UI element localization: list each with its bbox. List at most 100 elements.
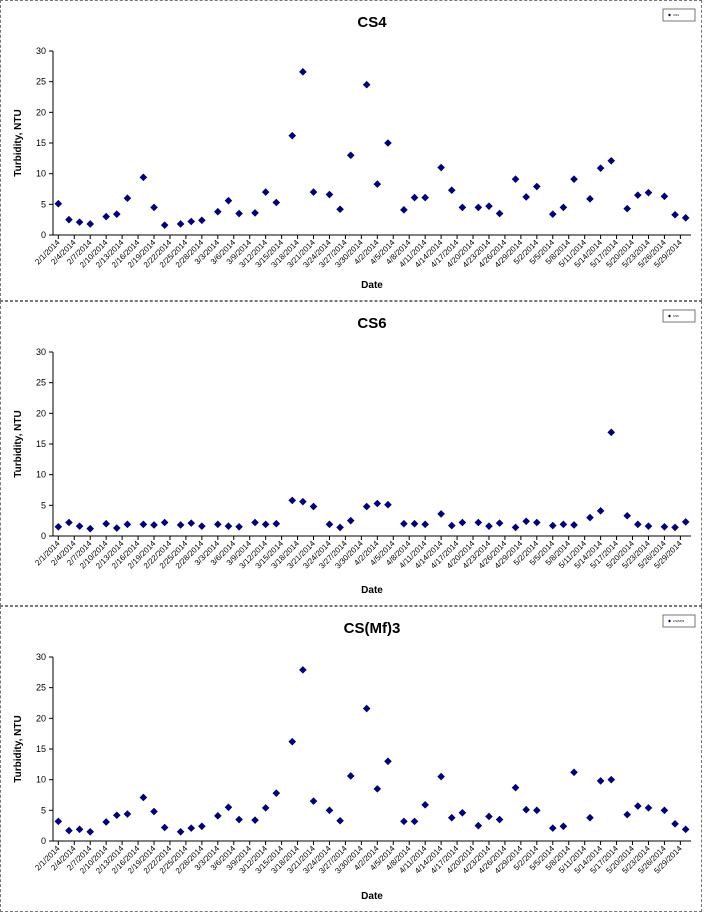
- data-point: [123, 810, 132, 818]
- data-point: [251, 518, 259, 527]
- data-point: [548, 824, 557, 832]
- y-tick-label: 30: [36, 46, 46, 56]
- data-point: [288, 737, 297, 746]
- data-point: [198, 522, 206, 530]
- data-point: [224, 803, 233, 812]
- data-point: [634, 191, 642, 199]
- data-point: [299, 666, 307, 674]
- x-axis-label: Date: [361, 280, 383, 291]
- legend: CS4: [662, 8, 696, 22]
- chart-csmf3: CS(Mf)3 CS(Mf)30510152025302/1/20142/4/20…: [13, 614, 696, 902]
- data-point: [86, 220, 95, 228]
- data-point: [261, 804, 270, 812]
- data-point: [309, 502, 318, 511]
- data-point: [596, 507, 605, 515]
- legend-box: [662, 8, 696, 22]
- legend-box: [662, 614, 696, 628]
- legend-marker: [668, 13, 671, 17]
- data-point: [671, 523, 679, 532]
- data-point: [522, 805, 530, 814]
- y-tick-label: 20: [36, 713, 46, 723]
- y-tick-label: 5: [41, 805, 46, 815]
- chart-title: CS4: [357, 14, 387, 31]
- data-point: [336, 523, 344, 532]
- data-point: [458, 518, 467, 527]
- data-point: [198, 822, 206, 831]
- y-tick-label: 0: [41, 230, 46, 240]
- data-point: [447, 813, 456, 822]
- data-point: [373, 499, 382, 508]
- data-point: [548, 521, 557, 530]
- data-point: [671, 820, 679, 828]
- data-point: [437, 772, 445, 781]
- y-tick-label: 0: [41, 531, 46, 541]
- data-point: [102, 519, 110, 528]
- data-point: [559, 822, 568, 831]
- data-point: [671, 210, 679, 219]
- legend: CS(Mf)3: [662, 614, 696, 628]
- data-point: [421, 520, 429, 529]
- data-point: [54, 817, 63, 826]
- y-tick-label: 25: [36, 77, 46, 87]
- y-tick-label: 20: [36, 408, 46, 418]
- legend-box: [662, 309, 696, 323]
- data-point: [113, 811, 121, 820]
- data-point: [485, 522, 493, 530]
- data-point: [187, 217, 196, 226]
- chart-panel-csmf3: CS(Mf)3 CS(Mf)3 0 5 10 15 20 25 30 2/1/2014 2/4/20…: [0, 606, 702, 912]
- data-point: [261, 188, 270, 196]
- y-tick-label: 30: [36, 347, 46, 357]
- data-point: [176, 220, 185, 228]
- data-point: [176, 521, 185, 529]
- data-point: [634, 520, 642, 529]
- data-point: [86, 828, 95, 836]
- legend: CS6: [662, 309, 696, 323]
- data-point: [410, 193, 419, 202]
- data-point: [261, 520, 270, 529]
- data-point: [288, 496, 297, 505]
- chart-panel-cs6: CS6 CS6 0 5 10 15 20 25 30 2/1/2014 2/4/2014 2/7/20…: [0, 301, 702, 606]
- chart-panel-cs4: CS4 CS4 0 5 10 15 20 25 30 2/1/2014 2/4/2014 2/7/20…: [0, 0, 702, 301]
- data-point: [559, 203, 568, 212]
- data-point: [346, 151, 355, 160]
- data-point: [495, 209, 504, 218]
- x-axis-label: Date: [361, 891, 383, 902]
- data-point: [75, 522, 84, 530]
- data-point: [150, 203, 158, 212]
- data-point: [362, 502, 371, 511]
- data-point: [373, 785, 382, 793]
- data-point: [458, 203, 467, 212]
- data-point: [447, 186, 456, 195]
- data-point: [522, 517, 530, 526]
- data-point: [113, 524, 121, 532]
- data-point: [123, 194, 132, 202]
- data-point: [421, 801, 429, 809]
- data-point: [139, 520, 148, 529]
- legend-label: CS(Mf)3: [673, 619, 684, 623]
- data-point: [548, 210, 557, 218]
- data-point: [623, 511, 631, 520]
- chart-cs4: CS4 CS40510152025302/1/20142/4/20142/7/20…: [13, 8, 696, 291]
- data-point: [299, 497, 307, 506]
- data-point: [447, 521, 456, 530]
- data-point: [495, 815, 504, 824]
- data-point: [346, 516, 355, 525]
- data-point: [75, 825, 84, 834]
- data-point: [160, 518, 169, 527]
- y-tick-label: 15: [36, 138, 46, 148]
- data-point: [586, 513, 594, 522]
- y-tick-label: 15: [36, 744, 46, 754]
- chart-title: CS(Mf)3: [344, 620, 401, 637]
- data-point: [65, 826, 73, 835]
- data-point: [102, 212, 110, 221]
- data-point: [681, 214, 690, 222]
- data-point: [474, 518, 483, 527]
- data-point: [288, 131, 297, 140]
- data-point: [421, 193, 429, 202]
- data-point: [325, 190, 334, 199]
- data-point: [251, 816, 259, 824]
- data-point: [586, 195, 594, 203]
- data-point: [150, 807, 158, 816]
- y-tick-label: 30: [36, 652, 46, 662]
- data-point: [458, 808, 467, 817]
